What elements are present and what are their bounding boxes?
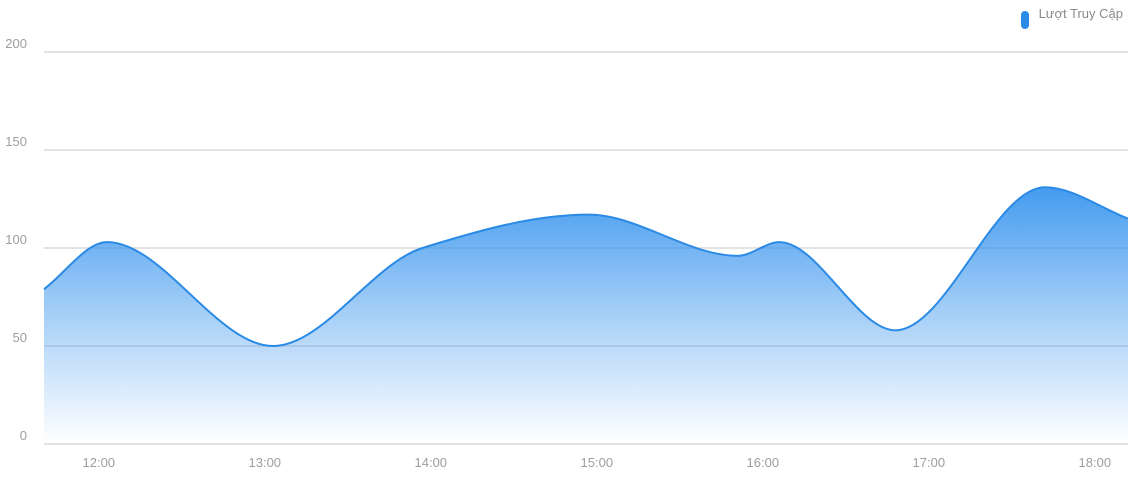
series-line[interactable] — [43, 186, 1129, 348]
data-point[interactable] — [101, 236, 113, 248]
data-point[interactable] — [582, 209, 594, 221]
data-point[interactable] — [890, 324, 902, 336]
series-area-fill — [44, 187, 1128, 445]
y-tick-label: 150 — [5, 134, 27, 149]
x-tick-label: 12:00 — [83, 455, 116, 470]
data-point[interactable] — [773, 236, 785, 248]
y-tick-label: 100 — [5, 232, 27, 247]
y-tick-label: 200 — [5, 36, 27, 51]
x-tick-label: 14:00 — [415, 455, 448, 470]
legend-label[interactable]: Lượt Truy Cập — [1039, 6, 1123, 21]
x-tick-label: 13:00 — [249, 455, 282, 470]
series-layer — [38, 181, 1129, 445]
data-point[interactable] — [732, 250, 744, 262]
y-axis-ticks: 0 50 100 150 200 — [5, 36, 27, 443]
x-tick-label: 18:00 — [1079, 455, 1112, 470]
data-point[interactable] — [416, 242, 428, 254]
legend[interactable]: Lượt Truy Cập — [1021, 6, 1123, 29]
x-tick-label: 16:00 — [747, 455, 780, 470]
x-tick-label: 17:00 — [913, 455, 946, 470]
x-axis-ticks: 12:00 13:00 14:00 15:00 16:00 17:00 18:00 — [83, 455, 1112, 470]
y-tick-label: 0 — [20, 428, 27, 443]
data-point[interactable] — [38, 283, 50, 295]
data-point[interactable] — [1039, 181, 1051, 193]
data-point[interactable] — [267, 340, 279, 352]
y-tick-label: 50 — [13, 330, 27, 345]
x-tick-label: 15:00 — [581, 455, 614, 470]
legend-marker[interactable] — [1021, 11, 1029, 29]
